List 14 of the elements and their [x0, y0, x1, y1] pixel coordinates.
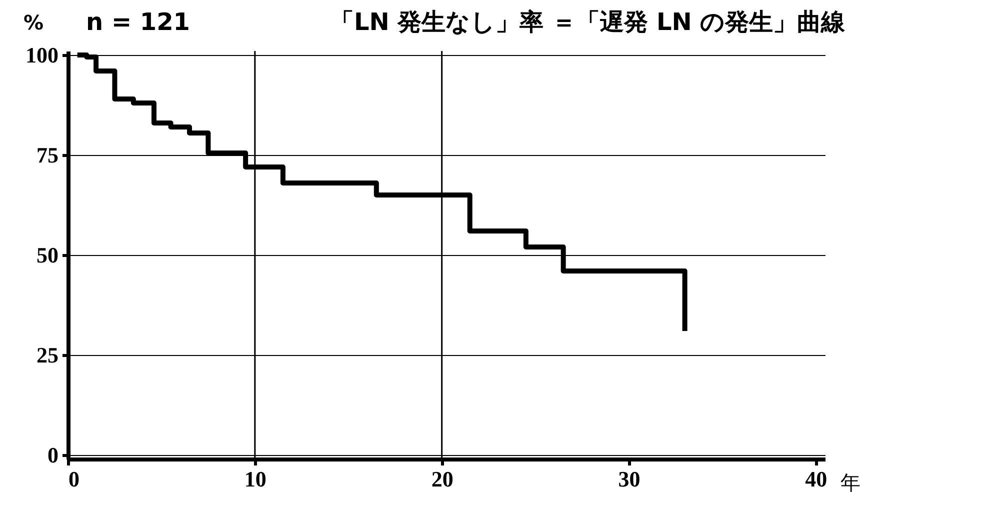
y-tick-label: 25	[36, 342, 58, 368]
y-axis-title: %	[23, 10, 44, 34]
x-tick-label: 10	[244, 466, 266, 492]
x-tick-label: 20	[431, 466, 454, 492]
chart-title: 「LN 発生なし」率 ＝「遅発 LN の発生」曲線	[330, 8, 846, 36]
y-tick-label: 75	[36, 142, 58, 168]
x-tick-label: 40	[805, 466, 828, 492]
y-tick-label: 0	[48, 442, 58, 468]
x-tick-label: 30	[618, 466, 640, 492]
x-axis-title: 年	[840, 470, 860, 494]
y-tick-label: 100	[26, 42, 58, 68]
text: n = 121	[86, 8, 190, 36]
y-tick-label: 50	[36, 242, 58, 268]
x-tick-label: 0	[68, 466, 80, 492]
